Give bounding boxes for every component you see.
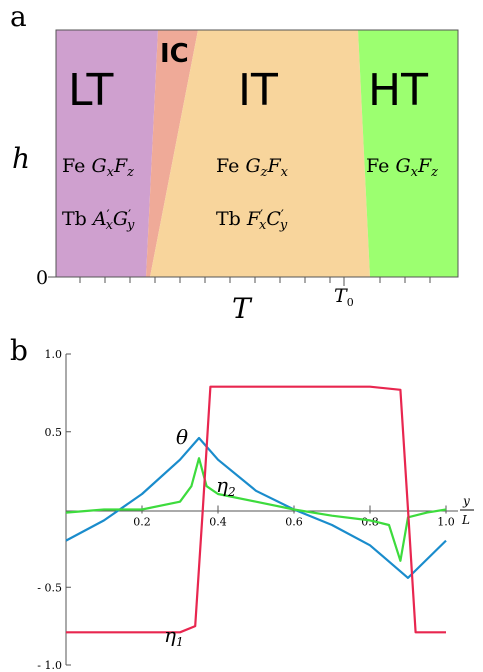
it-tb-label: Tb F′ xC′ y	[216, 208, 288, 233]
eta2-series-line	[65, 457, 447, 562]
eta1-curve-label: η1	[164, 623, 184, 649]
x-axis-label-y: y	[462, 494, 470, 508]
region-it	[150, 30, 370, 277]
theta-series-line	[65, 436, 447, 580]
panel-a-letter: a	[10, 0, 27, 33]
theta-curve-label: θ	[176, 425, 188, 449]
region-lt	[56, 30, 158, 277]
t0-marker-label: T0	[334, 285, 354, 309]
y-axis-symbol-h: h	[12, 142, 30, 175]
region-ic	[146, 30, 198, 277]
region-it-label: IT	[238, 65, 278, 116]
region-ht	[358, 30, 458, 277]
x-tick-label: 0.8	[361, 516, 379, 529]
x-axis-label-fraction: y L	[460, 494, 474, 527]
svg-text:η1: η1	[164, 623, 184, 649]
svg-text:η2: η2	[216, 473, 236, 499]
series-layer	[65, 385, 447, 634]
phase-diagram	[48, 29, 459, 286]
svg-text:T0: T0	[334, 285, 354, 309]
x-axis-symbol-t: T	[232, 292, 253, 325]
y-tick-label: 1.0	[45, 348, 63, 361]
lt-fe-label: Fe GxFz	[62, 155, 134, 180]
svg-text:Tb A′xG′y: Tb A′ xG′ y	[62, 208, 135, 233]
eta1-series-line	[66, 385, 446, 634]
x-axis-label-l: L	[461, 513, 470, 527]
x-ticks-a	[79, 277, 431, 286]
region-ht-label: HT	[368, 65, 428, 116]
y-tick-label: - 0.5	[37, 581, 62, 594]
plot-frame	[55, 29, 459, 278]
eta2-curve-label: η2	[216, 473, 236, 499]
x-tick-label: 0.4	[209, 516, 227, 529]
svg-text:Fe GxFz: Fe GxFz	[366, 155, 438, 180]
region-lt-label: LT	[68, 65, 113, 116]
x-tick-label: 1.0	[437, 516, 455, 529]
y-zero-label: 0	[36, 267, 48, 289]
x-tick-label: 0.6	[285, 516, 303, 529]
ht-fe-label: Fe GxFz	[366, 155, 438, 180]
region-ic-label: IC	[160, 39, 189, 69]
svg-text:Tb F′xC′y: Tb F′ xC′ y	[216, 208, 288, 233]
x-tick-label: 0.2	[133, 516, 151, 529]
y-tick-label: 0.5	[45, 426, 63, 439]
it-fe-label: Fe GzFx	[216, 155, 289, 180]
lt-tb-label: Tb A′ xG′ y	[62, 208, 135, 233]
svg-text:Fe GxFz: Fe GxFz	[62, 155, 134, 180]
axis-ticks: 0.2 0.4 0.6 0.8 1.0 1.0 0.5 - 0.5 - 1.0	[37, 348, 454, 672]
svg-text:Fe GzFx: Fe GzFx	[216, 155, 289, 180]
domain-wall-profile-chart: 0.2 0.4 0.6 0.8 1.0 1.0 0.5 - 0.5 - 1.0	[37, 348, 458, 672]
panel-b-letter: b	[10, 334, 28, 367]
y-tick-label: - 1.0	[37, 659, 62, 672]
